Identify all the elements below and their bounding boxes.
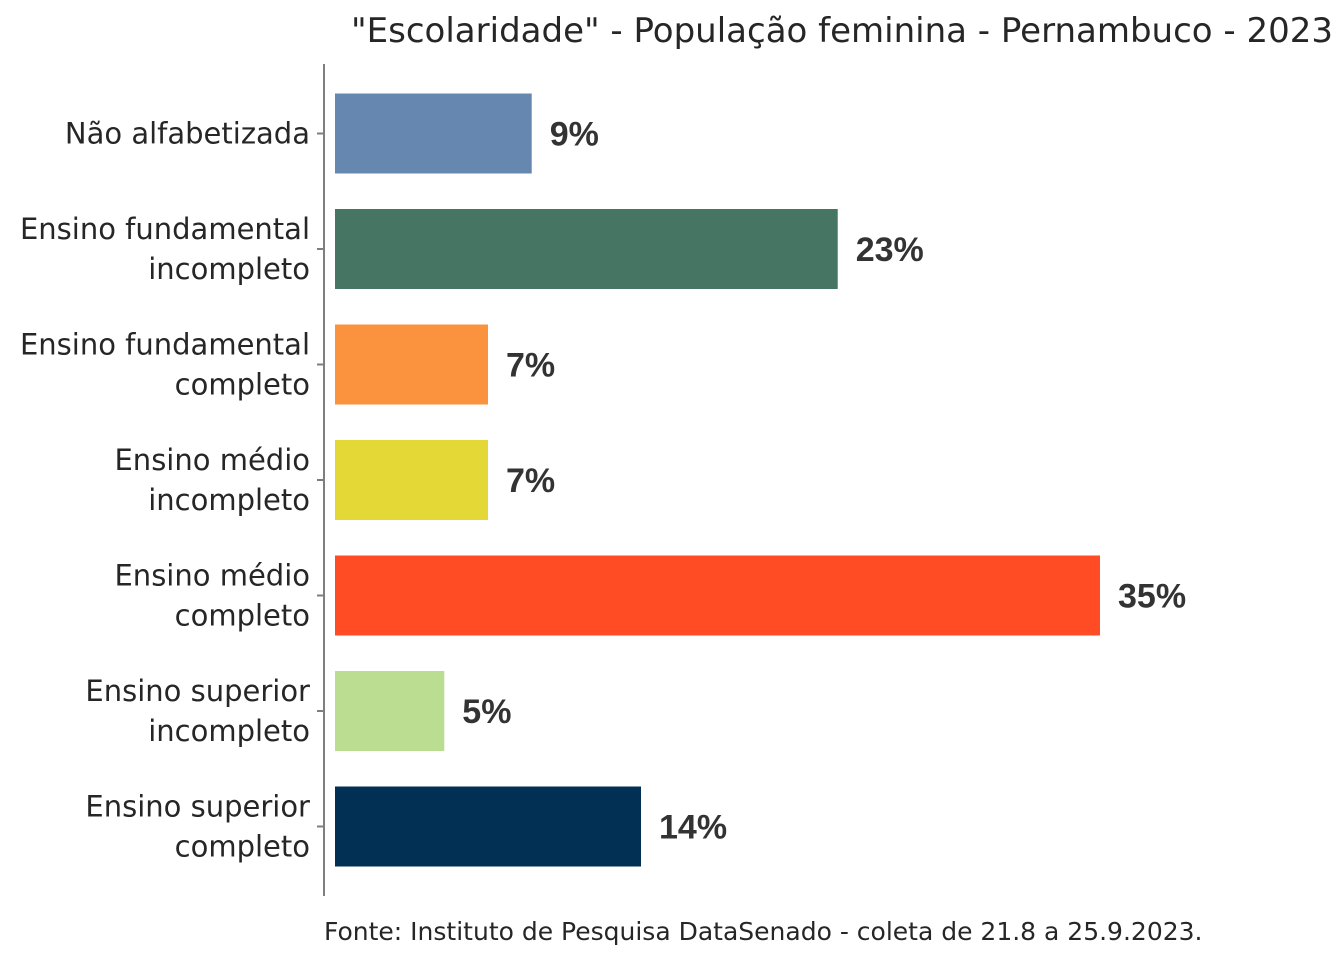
category-label-line: Ensino médio (114, 559, 310, 593)
category-label-line: Ensino médio (114, 443, 310, 477)
category-label-line: Ensino superior (85, 790, 310, 824)
bar-value-label: 5% (462, 693, 511, 731)
category-label: Ensino superior completo (85, 790, 310, 864)
bar-value-label: 23% (856, 231, 924, 269)
bar (335, 786, 641, 867)
category-label: Ensino fundamental completo (20, 328, 310, 402)
category-label: Ensino superior incompleto (85, 674, 310, 748)
bar-value-label: 9% (550, 116, 599, 154)
bar-value-label: 7% (506, 347, 555, 385)
bar-value-label: 7% (506, 462, 555, 500)
category-label: Ensino fundamental incompleto (20, 212, 310, 286)
category-label: Não alfabetizada (65, 117, 310, 151)
category-label-line: incompleto (148, 483, 310, 517)
category-label-line: Ensino fundamental (20, 328, 310, 362)
category-label-line: Ensino fundamental (20, 212, 310, 246)
category-label: Ensino médio incompleto (114, 443, 310, 517)
bar (335, 93, 532, 174)
chart-title: "Escolaridade" - População feminina - Pe… (351, 11, 1333, 51)
category-label-line: completo (175, 368, 310, 402)
category-label-line: incompleto (148, 714, 310, 748)
category-label-line: Ensino superior (85, 674, 310, 708)
bar (335, 209, 838, 289)
bar-value-label: 14% (659, 809, 727, 847)
bar (335, 671, 445, 751)
bar-value-label: 35% (1118, 578, 1186, 616)
bars-layer: 9% Não alfabetizada 23% Ensino fundamental i… (20, 93, 1186, 867)
category-label-line: Não alfabetizada (65, 117, 310, 151)
bar (335, 555, 1100, 636)
source-note: Fonte: Instituto de Pesquisa DataSenado … (324, 917, 1202, 946)
category-label-line: completo (175, 599, 310, 633)
category-label: Ensino médio completo (114, 559, 310, 633)
bar (335, 324, 488, 405)
category-label-line: incompleto (148, 252, 310, 286)
category-label-line: completo (175, 830, 310, 864)
bar (335, 440, 488, 520)
